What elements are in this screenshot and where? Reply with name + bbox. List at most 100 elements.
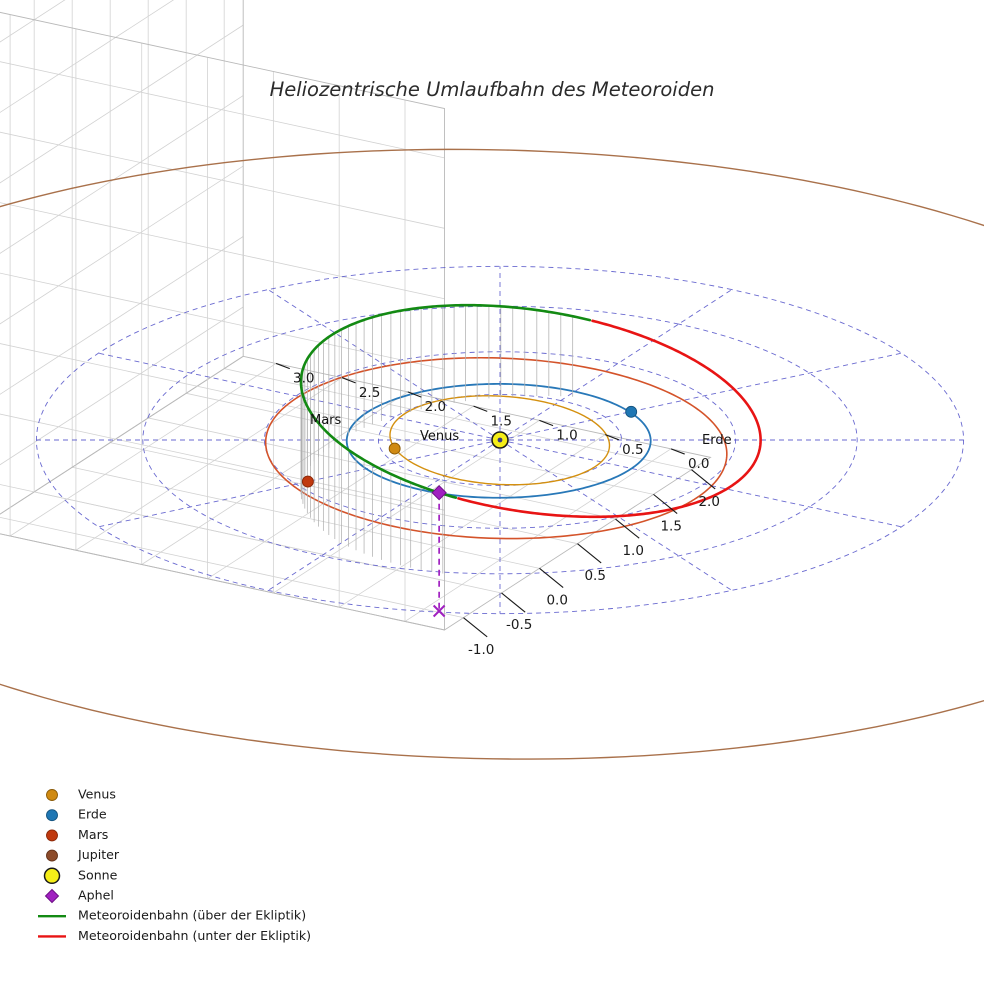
marker-erde	[625, 405, 638, 418]
legend-circle-swatch	[46, 809, 58, 822]
legend: Venus Erde Mars Jupiter Sonne Aphel Meteoroide…	[38, 787, 311, 943]
legend-item[interactable]: Mars	[46, 827, 109, 842]
venus-label: Venus	[420, 429, 459, 444]
y-tickmark	[407, 391, 422, 398]
legend-item[interactable]: Meteoroidenbahn (unter der Ekliptik)	[38, 928, 311, 943]
orbit-erde	[345, 383, 652, 499]
x-tickmark	[653, 493, 678, 515]
marker-sonne-core	[497, 437, 503, 443]
legend-item-label: Erde	[78, 807, 107, 822]
floor-gridline-x	[110, 442, 578, 545]
y-tickmark	[670, 448, 685, 455]
marker-venus	[388, 442, 401, 455]
orbit-venus	[389, 395, 611, 486]
polar-grid-spoke	[499, 439, 902, 528]
x-tick-label: 1.5	[660, 519, 681, 535]
x-tickmark	[615, 518, 640, 539]
wall-gridline-horz	[0, 0, 175, 113]
legend-item-label: Mars	[78, 827, 108, 842]
plot-area-3d: MarsVenusErde-0.50.00.51.01.52.02.5-1.0-…	[0, 0, 984, 760]
legend-diamond-swatch	[44, 888, 60, 904]
floor-gridline-x	[0, 516, 464, 619]
polar-grid-spoke	[499, 289, 733, 441]
marker-mars	[301, 475, 314, 488]
x-tick-label: -0.5	[506, 617, 532, 633]
orbit-mars	[264, 356, 728, 540]
x-tick-label: 0.0	[546, 593, 567, 609]
mars-label: Mars	[310, 413, 342, 428]
polar-grid-spoke	[499, 352, 902, 441]
wall-gridline-horz	[0, 165, 244, 325]
polar-grid-spoke	[267, 439, 501, 591]
x-tickmark	[463, 617, 488, 638]
y-tick-label: 2.5	[359, 385, 380, 401]
legend-circle-swatch	[46, 829, 58, 842]
orbit-stems	[300, 305, 574, 574]
floor-gridline-x	[186, 392, 654, 495]
legend-circle-swatch	[43, 867, 61, 885]
y-tick-label: 2.0	[425, 399, 446, 415]
y-tick-label: 1.0	[556, 428, 577, 444]
legend-item-label: Aphel	[78, 888, 114, 903]
legend-item-label: Venus	[78, 787, 116, 802]
floor-gridline-y	[141, 391, 408, 565]
wall-gridline-horz	[0, 131, 445, 229]
orbit-jupiter	[0, 148, 984, 760]
wall-gridline-horz	[0, 61, 445, 159]
x-tick-label: 0.5	[584, 568, 605, 584]
x-tickmark	[501, 592, 526, 613]
legend-item[interactable]: Venus	[46, 787, 116, 802]
x-tickmark	[691, 469, 716, 490]
y-tickmark	[473, 405, 488, 412]
floor-gridline-y	[404, 448, 672, 622]
y-tick-label: 3.0	[293, 371, 314, 387]
floor-gridline-y	[273, 420, 540, 594]
legend-item-label: Meteoroidenbahn (über der Ekliptik)	[78, 908, 306, 923]
y-tick-label: 1.5	[490, 413, 511, 429]
wall-gridline-horz	[0, 24, 244, 184]
x-tick-label: 2.0	[698, 494, 719, 510]
legend-item[interactable]: Meteoroidenbahn (über der Ekliptik)	[38, 908, 306, 923]
polar-grid-spoke	[267, 289, 501, 441]
legend-circle-swatch	[46, 849, 58, 862]
legend-item[interactable]: Jupiter	[46, 847, 120, 862]
y-tick-label: 0.5	[622, 442, 643, 458]
wall-gridline-horz	[0, 202, 445, 300]
floor-gridline-x	[72, 466, 540, 569]
legend-circle-swatch	[46, 789, 58, 801]
floor-gridline-y	[338, 434, 606, 608]
legend-item[interactable]: Aphel	[44, 888, 114, 904]
wall-gridline-horz	[0, 343, 445, 441]
aphel-marker	[431, 484, 447, 501]
polar-grid-circle	[142, 305, 858, 575]
y-tickmark	[604, 434, 620, 441]
legend-item-label: Sonne	[78, 867, 118, 882]
orbit-meteoroid-below-ecliptic	[457, 319, 762, 519]
polar-grid-spoke	[98, 439, 501, 528]
legend-item[interactable]: Sonne	[43, 867, 118, 885]
wall-gridline-horz	[0, 413, 445, 511]
aphel-projection-cross	[432, 604, 446, 618]
orbit-meteoroid-above-ecliptic	[299, 303, 592, 496]
page-title: Heliozentrische Umlaufbahn des Meteoroid…	[270, 78, 715, 101]
right-wall-pane	[0, 11, 445, 631]
x-tick-label: -1.0	[468, 642, 494, 658]
erde-label: Erde	[702, 433, 732, 448]
legend-item[interactable]: Erde	[46, 807, 107, 822]
wall-gridline-horz	[0, 272, 445, 370]
floor-gridline-y	[9, 363, 277, 537]
x-tickmark	[577, 543, 602, 564]
wall-gridline-horz	[0, 95, 244, 254]
floor-gridline-y	[75, 377, 343, 551]
y-tick-label: 0.0	[688, 456, 709, 472]
polar-grid	[35, 265, 965, 615]
floor-gridline-y	[207, 405, 474, 580]
wall-gridline-horz	[0, 306, 244, 466]
y-tickmark	[341, 377, 356, 384]
wall-gridline-horz	[0, 236, 244, 395]
wall-gridline-horz	[0, 0, 66, 43]
x-tick-label: 1.0	[622, 543, 643, 559]
left-wall-border	[0, 0, 244, 515]
y-tickmark	[539, 419, 554, 427]
